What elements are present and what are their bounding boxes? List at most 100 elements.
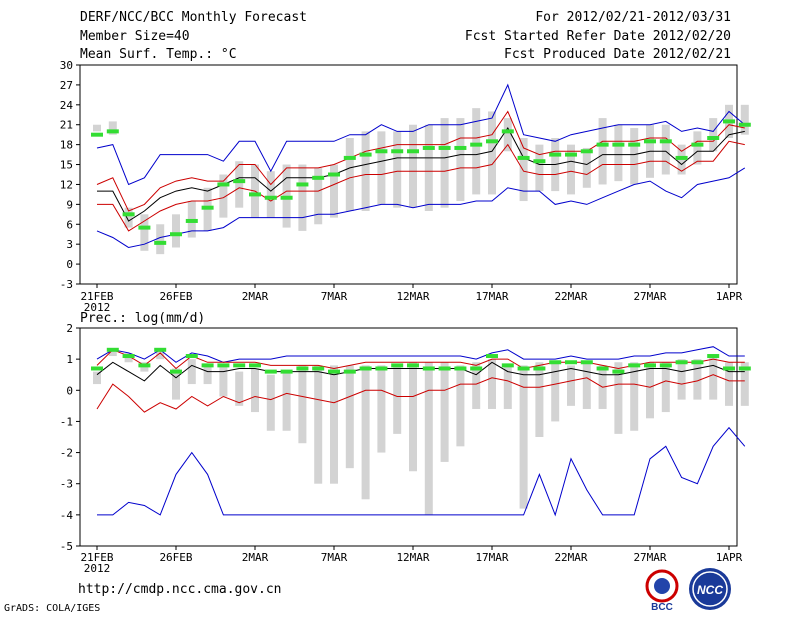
ensemble-box-0 (377, 131, 386, 205)
observed-marker-1 (391, 363, 404, 368)
source-url[interactable]: http://cmdp.ncc.cma.gov.cn (78, 582, 282, 597)
ensemble-box-1 (282, 371, 291, 431)
ensemble-box-0 (409, 124, 417, 208)
x-tick-label-1: 17MAR (475, 551, 508, 564)
observed-marker-1 (565, 360, 577, 365)
observed-marker-0 (233, 179, 246, 184)
ensemble-box-1 (519, 365, 528, 509)
x-tick-label-0: 7MAR (321, 290, 348, 303)
plot-frame-0 (79, 64, 738, 285)
ensemble-box-0 (124, 207, 133, 228)
x-tick-label-1: 27MAR (633, 551, 666, 564)
observed-marker-1 (328, 369, 340, 374)
ensemble-box-0 (472, 108, 481, 195)
observed-marker-0 (217, 182, 230, 187)
ensemble-box-1 (630, 362, 639, 431)
observed-marker-0 (517, 155, 530, 160)
observed-marker-1 (343, 369, 356, 374)
observed-marker-1 (312, 366, 325, 371)
x-tick-label-1: 1APR (716, 551, 743, 564)
ensemble-box-1 (409, 362, 417, 472)
x-tick-label-1: 21FEB (80, 551, 113, 564)
observed-marker-0 (359, 152, 372, 157)
forecast-title: DERF/NCC/BCC Monthly Forecast (80, 10, 307, 25)
ensemble-box-1 (740, 362, 749, 406)
ensemble-box-1 (551, 362, 560, 422)
observed-marker-1 (628, 363, 641, 368)
x-tick-label-0: 1APR (716, 290, 743, 303)
ensemble-box-1 (235, 371, 244, 406)
ensemble-box-0 (235, 161, 244, 208)
series-std_lower-line-0 (97, 140, 745, 232)
y-tick-label-1: 1 (66, 353, 73, 366)
forecast-period: For 2012/02/21-2012/03/31 (535, 10, 731, 25)
ensemble-box-0 (440, 118, 449, 208)
series-min-line-0 (96, 167, 746, 249)
y-tick-label-0: 6 (66, 218, 73, 231)
series-mean-line-0 (97, 127, 745, 222)
ensemble-box-0 (108, 121, 117, 135)
ensemble-box-1 (646, 362, 654, 419)
observed-marker-0 (580, 149, 593, 154)
y-tick-label-1: -3 (60, 478, 73, 491)
y-tick-label-0: 21 (60, 119, 73, 132)
observed-marker-0 (691, 142, 704, 147)
ensemble-box-1 (725, 362, 733, 406)
ensemble-box-0 (567, 144, 575, 195)
observed-marker-0 (264, 195, 277, 200)
observed-marker-0 (375, 149, 388, 154)
observed-marker-0 (343, 155, 356, 160)
observed-marker-1 (675, 360, 688, 365)
ensemble-box-1 (203, 365, 212, 385)
ensemble-box-1 (503, 365, 512, 409)
ensemble-box-0 (693, 131, 702, 165)
ensemble-box-1 (108, 349, 117, 357)
observed-marker-1 (596, 366, 609, 371)
x-tick-label-1: 26FEB (159, 551, 192, 564)
observed-marker-1 (549, 360, 562, 365)
ensemble-box-1 (361, 365, 370, 500)
x-year-label-1: 2012 (84, 562, 111, 575)
y-tick-label-1: -5 (60, 540, 73, 553)
series-max-line-1 (96, 346, 745, 363)
observed-marker-1 (738, 366, 751, 371)
observed-marker-0 (106, 129, 119, 134)
observed-marker-1 (644, 363, 656, 368)
ensemble-box-1 (567, 365, 575, 406)
observed-marker-0 (170, 232, 182, 237)
observed-marker-1 (138, 363, 151, 368)
observed-marker-1 (91, 366, 103, 371)
observed-marker-0 (328, 172, 340, 177)
observed-marker-0 (612, 142, 625, 147)
observed-marker-1 (296, 366, 309, 371)
y-tick-label-0: 30 (60, 59, 73, 72)
x-tick-label-0: 27MAR (633, 290, 666, 303)
x-tick-label-1: 22MAR (554, 551, 587, 564)
observed-marker-1 (217, 363, 230, 368)
observed-marker-1 (375, 366, 388, 371)
series-std_upper-line-0 (96, 110, 745, 212)
observed-marker-0 (723, 119, 735, 124)
ensemble-box-0 (582, 147, 591, 188)
ensemble-box-0 (172, 214, 180, 248)
ensemble-box-0 (298, 164, 307, 231)
x-tick-label-0: 17MAR (475, 290, 508, 303)
ensemble-box-0 (156, 224, 165, 255)
ncc-logo-text: NCC (697, 583, 723, 597)
observed-marker-0 (122, 212, 135, 217)
observed-marker-0 (138, 225, 151, 230)
observed-marker-1 (486, 354, 498, 359)
y-tick-label-0: 24 (60, 99, 74, 112)
ensemble-box-1 (535, 362, 544, 437)
observed-marker-1 (517, 366, 530, 371)
y-tick-label-0: 27 (60, 79, 73, 92)
ensemble-box-0 (93, 124, 101, 132)
observed-marker-1 (122, 354, 135, 359)
ensemble-box-0 (630, 128, 639, 185)
y-tick-label-0: 12 (60, 178, 73, 191)
observed-marker-1 (154, 347, 167, 352)
ensemble-box-0 (393, 131, 402, 208)
observed-marker-1 (407, 363, 419, 368)
observed-marker-1 (185, 354, 198, 359)
ensemble-box-0 (266, 171, 275, 218)
